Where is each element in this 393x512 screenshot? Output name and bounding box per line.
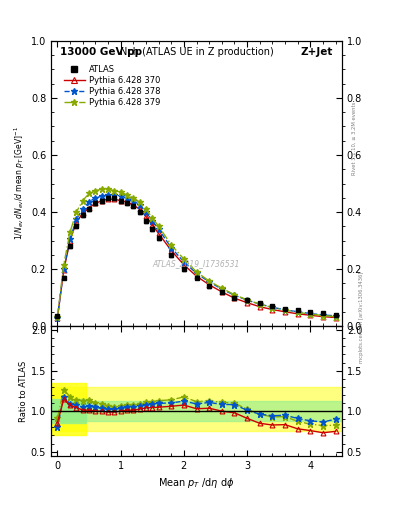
Bar <box>51 399 86 423</box>
Text: Rivet 3.1.10, ≥ 3.2M events: Rivet 3.1.10, ≥ 3.2M events <box>352 101 357 175</box>
Y-axis label: Ratio to ATLAS: Ratio to ATLAS <box>19 360 28 421</box>
Bar <box>51 401 342 421</box>
Y-axis label: $1/N_{ev}\;dN_{ev}/d\;\mathrm{mean}\;p_T\;[\mathrm{GeV}]^{-1}$: $1/N_{ev}\;dN_{ev}/d\;\mathrm{mean}\;p_T… <box>12 126 27 241</box>
Bar <box>51 383 86 435</box>
Legend: ATLAS, Pythia 6.428 370, Pythia 6.428 378, Pythia 6.428 379: ATLAS, Pythia 6.428 370, Pythia 6.428 37… <box>64 65 160 108</box>
Text: Nch (ATLAS UE in Z production): Nch (ATLAS UE in Z production) <box>119 47 274 57</box>
Text: mcplots.cern.ch [arXiv:1306.3436]: mcplots.cern.ch [arXiv:1306.3436] <box>359 272 364 363</box>
Text: ATLAS_2019_I1736531: ATLAS_2019_I1736531 <box>153 259 240 268</box>
Bar <box>51 387 342 432</box>
X-axis label: Mean $p_T$ /d$\eta$ d$\phi$: Mean $p_T$ /d$\eta$ d$\phi$ <box>158 476 235 490</box>
Text: 13000 GeV pp: 13000 GeV pp <box>60 47 142 57</box>
Text: Z+Jet: Z+Jet <box>301 47 333 57</box>
